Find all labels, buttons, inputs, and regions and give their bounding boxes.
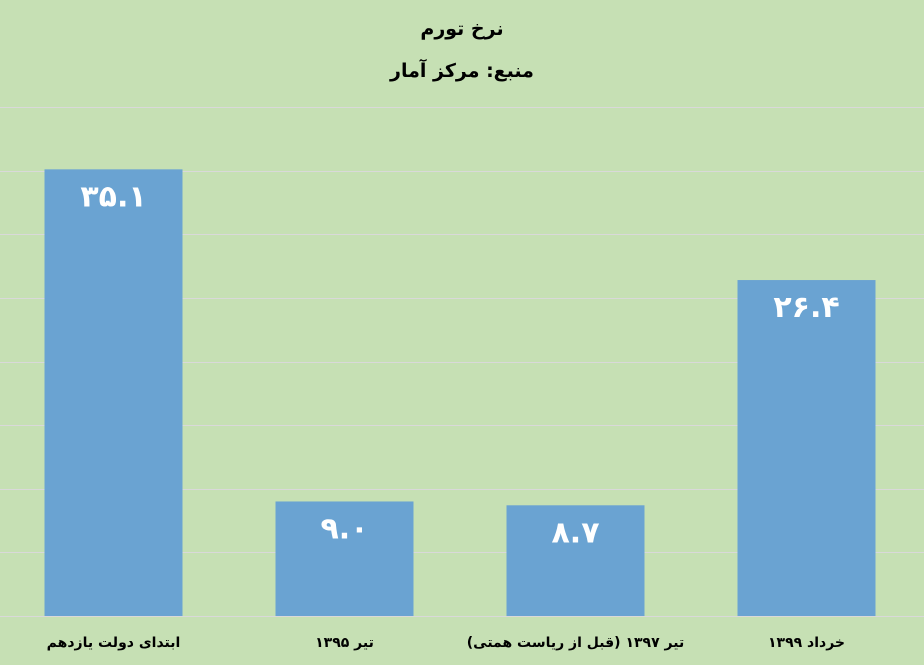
data-label: ۸.۷ [551,515,599,550]
x-tick-label: تیر ۱۳۹۵ [315,635,374,651]
bar [737,280,876,616]
x-tick-label: تیر ۱۳۹۷ (قبل از ریاست همتی) [467,635,684,651]
chart-title: نرخ تورم [420,18,504,40]
x-tick-label: خرداد ۱۳۹۹ [768,635,845,651]
bar [275,501,414,616]
x-tick-label: ابتدای دولت یازدهم [47,635,181,651]
data-label: ۹.۰ [320,511,368,546]
bar [44,169,183,617]
data-label: ۳۵.۱ [80,179,146,214]
bar [506,505,645,616]
data-label: ۲۶.۴ [773,290,839,325]
chart-subtitle: منبع: مرکز آمار [390,60,534,82]
